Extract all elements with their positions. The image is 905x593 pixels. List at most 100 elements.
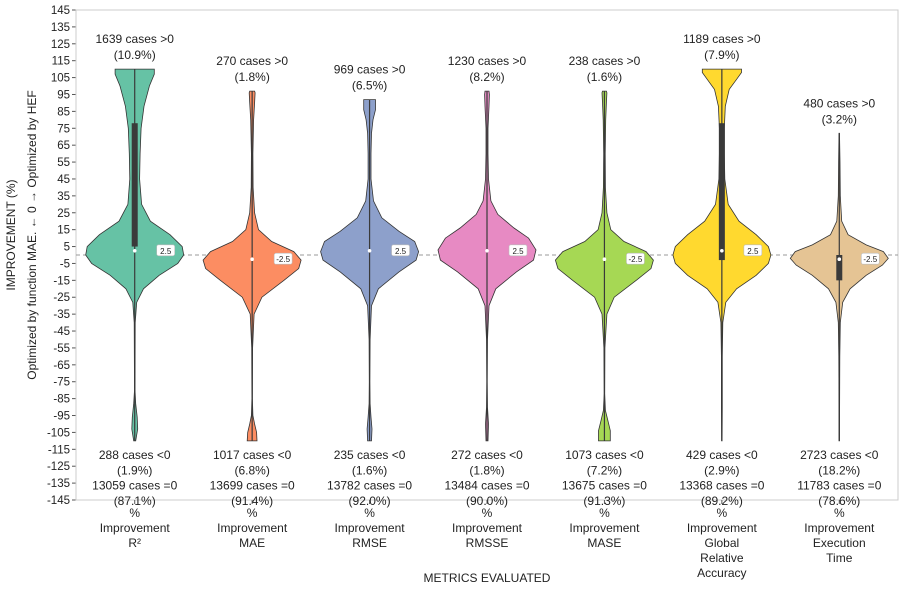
- violin-median-marker: [367, 248, 372, 253]
- y-tick-label: 55: [57, 157, 70, 169]
- violin-median-marker: [720, 248, 724, 253]
- bottom-annotation-line: 1017 cases <0: [213, 448, 292, 462]
- x-tick-label-line: Improvement: [687, 521, 758, 535]
- y-tick-label: 35: [57, 191, 70, 203]
- median-label-box: [273, 252, 293, 265]
- x-tick-label-line: RMSSE: [466, 536, 509, 550]
- x-tick-label-line: Relative: [700, 551, 744, 565]
- violin-median-marker: [132, 248, 137, 253]
- y-tick-label: 105: [51, 73, 70, 85]
- violins-group: 2.5 -2.5 2.5 2.5 -2.5 2.5 -2.5: [85, 68, 889, 442]
- bottom-annotation-line: (2.9%): [704, 463, 739, 477]
- bottom-annotation-line: 13059 cases =0: [92, 479, 177, 493]
- y-tick-label: 5: [64, 242, 70, 254]
- x-tick-label-line: Improvement: [100, 521, 171, 535]
- top-annotation-line: 270 cases >0: [216, 54, 288, 68]
- y-axis-label-line: IMPROVEMENT (%): [4, 179, 18, 290]
- median-label-box: [860, 252, 880, 265]
- y-tick-label: 85: [57, 106, 70, 118]
- y-tick-label: 25: [57, 208, 70, 220]
- top-annotation-line: 238 cases >0: [569, 54, 641, 68]
- y-tick-label: -45: [53, 326, 70, 338]
- bottom-annotation-line: (1.6%): [352, 463, 387, 477]
- median-label: -2.5: [629, 255, 643, 264]
- bottom-annotation-line: 13782 cases =0: [327, 479, 412, 493]
- bottom-annotation-line: 235 cases <0: [334, 448, 406, 462]
- x-tick-label-line: RMSE: [352, 536, 387, 550]
- bottom-annotation-line: (1.8%): [469, 463, 504, 477]
- y-tick-label: -105: [47, 427, 70, 439]
- x-tick-label-line: Accuracy: [697, 566, 746, 580]
- y-tick-label: 115: [52, 56, 70, 68]
- x-tick-label-line: R²: [128, 536, 141, 550]
- x-tick-label-line: Global: [705, 536, 740, 550]
- x-tick-label-line: %: [364, 506, 375, 520]
- violin-iqr-box: [131, 123, 138, 247]
- x-tick-label-line: MAE: [239, 536, 265, 550]
- violin-median-marker: [837, 257, 842, 262]
- bottom-annotation-line: 13368 cases =0: [679, 479, 764, 493]
- bottom-annotation-line: 11783 cases =0: [797, 479, 882, 493]
- top-annotation-line: (7.9%): [704, 48, 739, 62]
- x-tick-label-line: %: [717, 506, 728, 520]
- x-tick-label-line: Improvement: [217, 521, 288, 535]
- violin-iqr-box: [836, 255, 843, 281]
- top-annotation-line: (8.2%): [469, 70, 504, 84]
- top-annotation-line: (1.6%): [587, 70, 622, 84]
- top-annotation-line: (1.8%): [234, 70, 269, 84]
- y-axis: 145 135 125 115 105 95 85 75 65 55 45 35 25 15 5 -5 -15 -…: [47, 5, 76, 507]
- y-tick-label: -145: [47, 495, 70, 507]
- median-label: 2.5: [747, 247, 759, 256]
- y-tick-label: -115: [48, 444, 70, 456]
- y-tick-label: 145: [51, 5, 70, 17]
- y-tick-label: -85: [53, 394, 70, 406]
- bottom-annotation-line: 13675 cases =0: [562, 479, 647, 493]
- y-tick-label: 125: [51, 39, 70, 51]
- y-tick-label: -95: [53, 411, 70, 423]
- median-label: -2.5: [863, 255, 877, 264]
- top-annotation-line: 969 cases >0: [334, 63, 406, 77]
- violin-median-marker: [602, 257, 607, 262]
- bottom-annotation-line: 13699 cases =0: [210, 479, 295, 493]
- bottom-annotation-line: 429 cases <0: [686, 448, 758, 462]
- x-tick-label-line: Improvement: [804, 521, 875, 535]
- y-tick-label: -5: [60, 258, 70, 270]
- top-annotation-line: (3.2%): [822, 112, 857, 126]
- x-axis-label: METRICS EVALUATED: [424, 571, 551, 585]
- bottom-annotation-line: (18.2%): [818, 463, 860, 477]
- bottom-annotation-line: 2723 cases <0: [800, 448, 879, 462]
- y-tick-label: -65: [53, 360, 70, 372]
- violin-median-marker: [250, 257, 254, 262]
- y-tick-label: 65: [57, 140, 70, 152]
- y-tick-label: -15: [53, 275, 70, 287]
- violin-median-marker: [485, 248, 489, 253]
- median-label-box: [156, 244, 176, 257]
- violin-iqr-box: [718, 123, 725, 261]
- median-label-box: [391, 244, 410, 257]
- x-tick-label-line: %: [129, 506, 140, 520]
- top-annotation-line: 1189 cases >0: [683, 32, 761, 46]
- x-tick-label-line: %: [247, 506, 258, 520]
- y-tick-label: -125: [47, 461, 70, 473]
- y-tick-label: 45: [57, 174, 70, 186]
- x-tick-label-line: %: [834, 506, 845, 520]
- median-label: 2.5: [395, 247, 407, 256]
- y-tick-label: 135: [51, 22, 70, 34]
- x-tick-label-line: MASE: [587, 536, 621, 550]
- x-axis: %ImprovementR²%ImprovementMAE%Improvemen…: [100, 500, 875, 580]
- y-axis-label-line: Optimized by function MAE. ← 0 → Optimiz…: [25, 90, 39, 379]
- x-tick-label-line: Improvement: [452, 521, 523, 535]
- bottom-annotation-line: (7.2%): [587, 463, 622, 477]
- bottom-annotation-line: 1073 cases <0: [565, 448, 644, 462]
- y-tick-label: 15: [57, 225, 70, 237]
- median-label-box: [626, 252, 645, 265]
- x-tick-label-line: Improvement: [569, 521, 640, 535]
- x-tick-label-line: Improvement: [335, 521, 406, 535]
- x-tick-label-line: %: [482, 506, 493, 520]
- y-tick-label: -35: [53, 309, 70, 321]
- median-label: 2.5: [160, 247, 172, 256]
- bottom-annotation-line: 13484 cases =0: [444, 479, 529, 493]
- y-tick-label: 75: [57, 123, 70, 135]
- median-label-box: [743, 244, 763, 257]
